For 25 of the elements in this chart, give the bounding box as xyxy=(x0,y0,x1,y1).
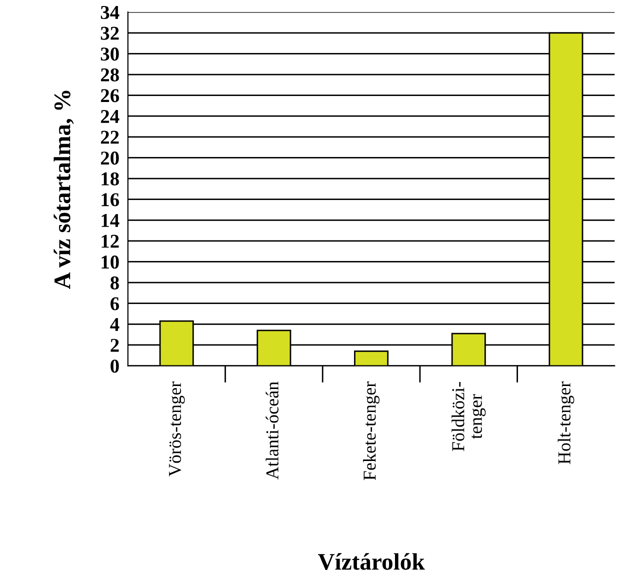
x-tick-label: Vörös-tenger xyxy=(169,382,185,476)
y-tick-label: 26 xyxy=(100,89,120,102)
y-tick-label: 18 xyxy=(102,172,119,186)
y-tick-label: 28 xyxy=(100,68,119,82)
x-tick-label: Holt-tenger xyxy=(558,382,574,464)
x-tick-label: Földközi- tenger xyxy=(452,382,486,452)
y-tick-label: 0 xyxy=(110,360,119,373)
x-tick-label: Fekete-tenger xyxy=(363,382,380,480)
y-tick-label: 10 xyxy=(102,256,119,269)
y-tick-label: 2 xyxy=(110,338,119,352)
x-tick-label: Atlanti-óceán xyxy=(266,382,278,480)
y-tick-label: 12 xyxy=(102,234,119,248)
y-tick-label: 32 xyxy=(100,26,119,40)
y-tick-label: 24 xyxy=(100,110,120,123)
y-tick-label: 8 xyxy=(110,276,119,290)
y-tick-label: 30 xyxy=(100,48,119,61)
x-axis-title: Víztárolók xyxy=(318,553,425,570)
y-tick-label: 6 xyxy=(110,297,120,310)
y-tick-label: 34 xyxy=(100,6,120,20)
y-tick-label: 4 xyxy=(110,318,120,331)
y-tick-label: 14 xyxy=(102,214,120,227)
y-tick-label: 20 xyxy=(100,152,119,165)
y-axis-title: A víz sótartalma, % xyxy=(54,90,74,290)
y-tick-label: 16 xyxy=(102,193,120,206)
y-tick-label: 22 xyxy=(100,130,119,144)
